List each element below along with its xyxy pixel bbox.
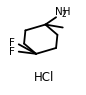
Text: HCl: HCl xyxy=(34,71,54,84)
Text: NH: NH xyxy=(55,7,71,17)
Text: F: F xyxy=(9,47,15,57)
Text: 2: 2 xyxy=(62,10,66,19)
Text: F: F xyxy=(9,38,15,48)
